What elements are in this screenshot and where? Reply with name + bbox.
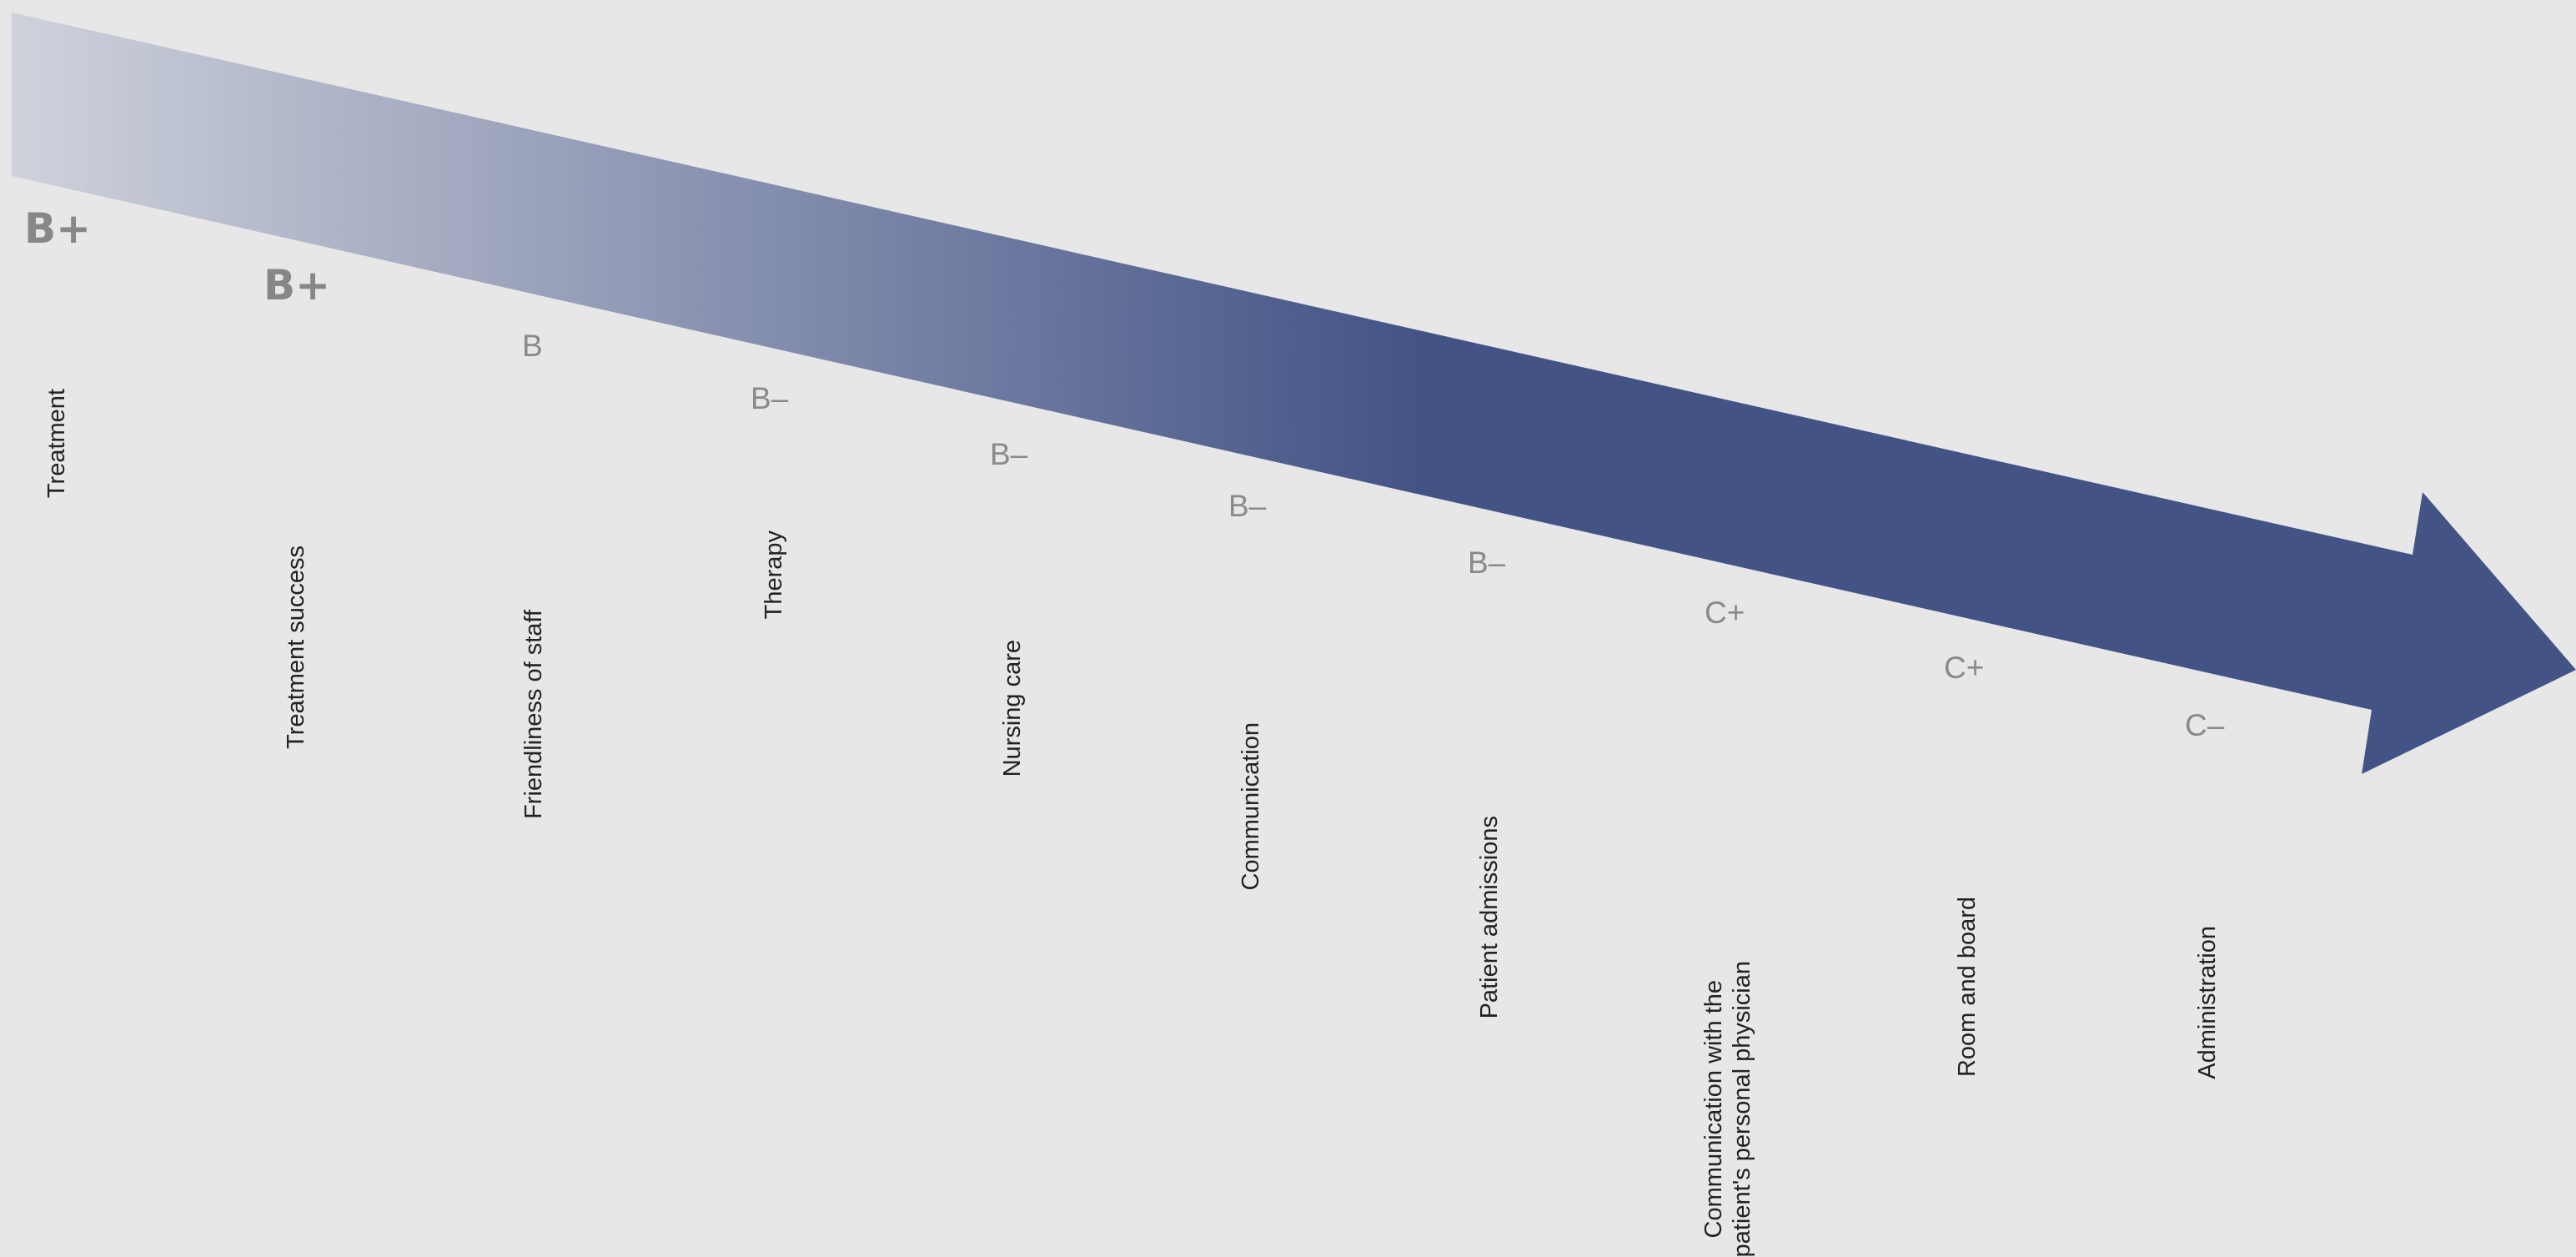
grade-nursing-care: B– [990, 437, 1028, 471]
grade-treatment: B+ [24, 204, 92, 253]
grade-communication-with-physician: C+ [1705, 596, 1745, 630]
arrow-shape [12, 13, 2576, 774]
ranking-arrow [12, 13, 2576, 774]
grade-communication: B– [1228, 489, 1267, 523]
grade-administration: C– [2185, 708, 2225, 742]
label-communication-with-physician-text: Communication with the patient's persona… [1700, 961, 1755, 1257]
grade-treatment-success: B+ [264, 261, 331, 309]
grade-friendliness-of-staff: B [522, 329, 543, 363]
grade-patient-admissions: B– [1468, 546, 1506, 580]
grade-ranking-diagram: B+ Treatment B+ Treatment success B Frie… [12, 13, 2576, 1257]
grade-room-and-board: C+ [1944, 651, 1985, 685]
grade-therapy: B– [751, 381, 789, 415]
